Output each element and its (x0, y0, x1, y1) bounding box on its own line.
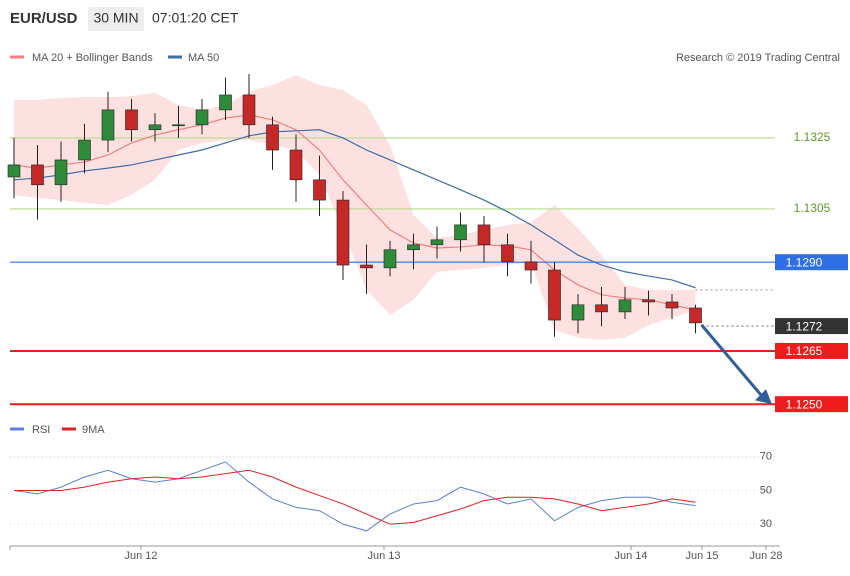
legend-label: MA 50 (188, 52, 219, 64)
x-tick-label: Jun 15 (685, 550, 718, 562)
candle-body (454, 224, 467, 241)
candle-body (125, 109, 138, 131)
candle-body (618, 299, 632, 313)
candle-body (172, 124, 185, 127)
level-label: 1.1305 (794, 201, 831, 215)
indicator-line (13, 461, 696, 532)
candle-body (148, 124, 162, 131)
level-box (775, 318, 848, 335)
candle-body (595, 304, 608, 313)
x-tick-label: Jun 13 (367, 550, 400, 562)
candle-body (407, 244, 420, 251)
time: 07:01:20 CET (152, 10, 239, 26)
symbol: EUR/USD (10, 10, 78, 27)
candle-body (360, 264, 373, 269)
level-label: 1.1265 (786, 344, 823, 358)
candle-body (665, 301, 679, 309)
candle-body (54, 159, 68, 186)
level-label: 1.1272 (786, 319, 823, 333)
y-tick-label: 70 (760, 451, 772, 463)
level-box (775, 254, 848, 271)
candle-body (689, 307, 702, 324)
copyright: Research © 2019 Trading Central (676, 52, 840, 64)
candle-body (313, 179, 326, 201)
candle-body (289, 149, 303, 181)
candle-body (430, 239, 444, 246)
legend-label: 9MA (82, 424, 105, 436)
candle-body (524, 261, 538, 271)
bollinger-band (14, 75, 696, 340)
level-label: 1.1325 (794, 130, 831, 144)
x-tick-label: Jun 14 (614, 550, 647, 562)
y-tick-label: 30 (760, 518, 772, 530)
level-box (775, 342, 848, 359)
candle-body (501, 244, 514, 263)
candle-body (336, 199, 350, 266)
candle-body (548, 269, 561, 321)
legend-label: MA 20 + Bollinger Bands (32, 52, 153, 64)
indicator-line (14, 469, 696, 525)
candle-body (78, 139, 91, 161)
legend-label: RSI (32, 424, 50, 436)
candle-body (242, 94, 256, 126)
interval: 30 MIN (93, 10, 138, 26)
candle-body (571, 304, 585, 321)
level-label: 1.1250 (786, 397, 823, 411)
ma-line (13, 129, 696, 289)
x-tick-label: Jun 28 (749, 550, 782, 562)
candle-body (477, 224, 491, 246)
interval-box (88, 7, 144, 31)
candle-body (219, 94, 232, 111)
y-tick-label: 50 (760, 484, 772, 496)
level-label: 1.1290 (786, 255, 823, 269)
candle-body (31, 164, 44, 186)
candle-body (7, 164, 21, 178)
forecast-arrow (700, 323, 764, 398)
candle-body (101, 109, 115, 141)
level-box (775, 396, 848, 413)
candle-body (383, 249, 397, 269)
x-tick-label: Jun 12 (124, 550, 157, 562)
candle-body (195, 109, 209, 126)
candle-body (642, 299, 655, 303)
forecast-arrowhead (755, 389, 772, 405)
candle-body (266, 124, 279, 151)
ma-line (13, 114, 696, 311)
